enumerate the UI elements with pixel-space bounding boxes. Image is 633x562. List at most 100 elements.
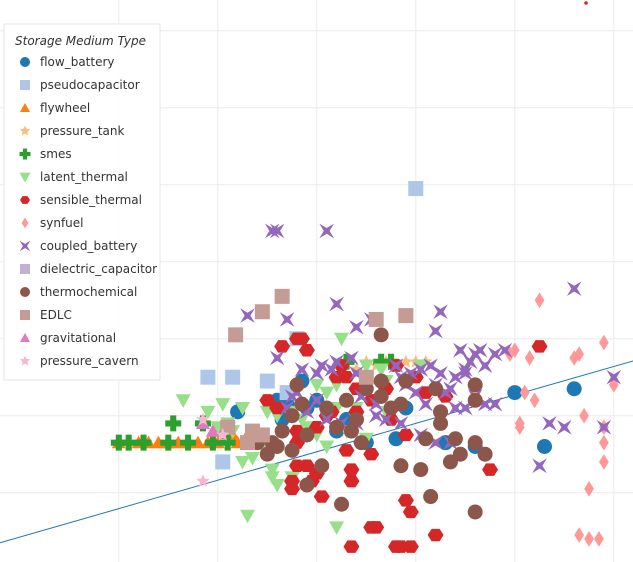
legend-label: flow_battery <box>40 55 115 69</box>
series-thermochemical <box>249 327 493 520</box>
point-synfuel <box>584 531 594 547</box>
point-sensible_thermal <box>298 459 315 472</box>
legend-marker-sensible_thermal <box>20 196 30 204</box>
legend-label: sensible_thermal <box>40 193 142 207</box>
point-thermochemical <box>284 408 300 424</box>
legend-item-sensible_thermal[interactable]: sensible_thermal <box>20 193 142 207</box>
point-coupled_battery <box>418 396 434 412</box>
legend-item-flywheel[interactable]: flywheel <box>20 101 90 115</box>
legend-marker-flywheel <box>20 103 30 112</box>
legend-marker-thermochemical <box>20 287 30 297</box>
point-smes <box>165 415 182 432</box>
legend-item-dielectric_capacitor[interactable]: dielectric_capacitor <box>20 262 157 276</box>
series-sensible_thermal <box>259 332 548 553</box>
point-thermochemical <box>383 400 399 416</box>
series-pressure_cavern <box>196 412 230 487</box>
legend[interactable]: Storage Medium Type flow_battery pseudoca… <box>3 23 161 381</box>
point-gravitational <box>205 424 220 437</box>
point-coupled_battery <box>294 362 310 377</box>
point-coupled_battery <box>344 350 359 366</box>
legend-marker-EDLC <box>20 310 30 320</box>
point-sensible_thermal <box>284 482 301 496</box>
point-synfuel <box>584 481 594 497</box>
legend-item-latent_thermal[interactable]: latent_thermal <box>19 170 128 184</box>
legend-label: dielectric_capacitor <box>40 262 157 276</box>
legend-label: gravitational <box>40 331 116 345</box>
legend-marker-pseudocapacitor <box>20 80 30 90</box>
point-thermochemical <box>348 412 364 428</box>
legend-item-coupled_battery[interactable]: coupled_battery <box>19 239 138 253</box>
point-synfuel <box>599 454 609 470</box>
point-synfuel <box>514 415 525 432</box>
series-coupled_battery <box>240 223 622 474</box>
legend-label: coupled_battery <box>40 239 137 253</box>
legend-label: latent_thermal <box>40 170 128 184</box>
point-thermochemical <box>353 435 369 451</box>
point-coupled_battery <box>349 319 364 335</box>
point-synfuel <box>529 392 540 409</box>
point-coupled_battery <box>433 366 448 381</box>
point-sensible_thermal <box>397 494 414 507</box>
point-latent_thermal <box>200 405 216 420</box>
point-thermochemical <box>319 400 335 416</box>
point-smes <box>219 434 236 451</box>
point-thermochemical <box>467 392 483 408</box>
point-latent_thermal <box>244 452 260 466</box>
point-thermochemical <box>433 404 449 420</box>
legend-item-smes[interactable]: smes <box>19 147 72 161</box>
point-thermochemical <box>289 377 305 393</box>
point-pressure_cavern <box>196 412 210 426</box>
point-smes <box>373 353 390 370</box>
point-sensible_thermal <box>368 521 385 534</box>
point-sensible_thermal <box>269 401 286 415</box>
legend-item-synfuel[interactable]: synfuel <box>21 216 84 230</box>
point-coupled_battery <box>309 366 325 381</box>
point-thermochemical <box>467 377 483 393</box>
legend-item-pressure_tank[interactable]: pressure_tank <box>19 124 125 138</box>
legend-label: pressure_tank <box>40 124 124 138</box>
point-smes <box>160 434 177 451</box>
point-coupled_battery <box>457 366 473 381</box>
legend-item-pressure_cavern[interactable]: pressure_cavern <box>19 354 139 368</box>
point-coupled_battery <box>487 396 503 412</box>
point-thermochemical <box>329 419 345 435</box>
legend-label: synfuel <box>40 216 84 230</box>
point-pseudocapacitor <box>225 369 241 385</box>
point-synfuel <box>519 384 530 401</box>
legend-marker-pressure_cavern <box>19 355 31 366</box>
point-thermochemical <box>339 392 354 408</box>
point-synfuel <box>579 407 589 424</box>
legend-item-EDLC[interactable]: EDLC <box>20 308 72 322</box>
point-flow_battery <box>566 381 582 397</box>
point-thermochemical <box>299 477 315 493</box>
point-thermochemical <box>442 454 458 470</box>
point-latent_thermal <box>329 521 345 535</box>
point-sensible_thermal <box>338 370 355 384</box>
point-thermochemical <box>334 496 350 512</box>
legend-title: Storage Medium Type <box>15 34 146 48</box>
point-EDLC <box>274 288 290 304</box>
point-thermochemical <box>393 458 409 474</box>
trendline-path <box>0 360 633 544</box>
point-smes <box>204 434 221 451</box>
point-pressure_cavern <box>196 474 210 487</box>
point-coupled_battery <box>566 281 582 296</box>
point-thermochemical <box>294 396 310 412</box>
point-latent_thermal <box>264 463 280 478</box>
point-coupled_battery <box>378 412 394 427</box>
point-latent_thermal <box>413 359 429 374</box>
point-coupled_battery <box>423 358 438 373</box>
legend-item-pseudocapacitor[interactable]: pseudocapacitor <box>20 78 140 92</box>
point-thermochemical <box>343 423 359 439</box>
point-coupled_battery <box>453 342 468 358</box>
legend-item-thermochemical[interactable]: thermochemical <box>20 285 137 299</box>
point-latent_thermal <box>319 386 335 401</box>
point-synfuel <box>574 346 585 362</box>
legend-item-flow_battery[interactable]: flow_battery <box>20 55 115 69</box>
point-coupled_battery <box>393 416 409 431</box>
point-pseudocapacitor <box>200 369 216 385</box>
point-coupled_battery <box>448 400 463 416</box>
point-thermochemical <box>428 381 444 397</box>
point-coupled_battery <box>388 358 404 373</box>
legend-item-gravitational[interactable]: gravitational <box>20 331 116 345</box>
